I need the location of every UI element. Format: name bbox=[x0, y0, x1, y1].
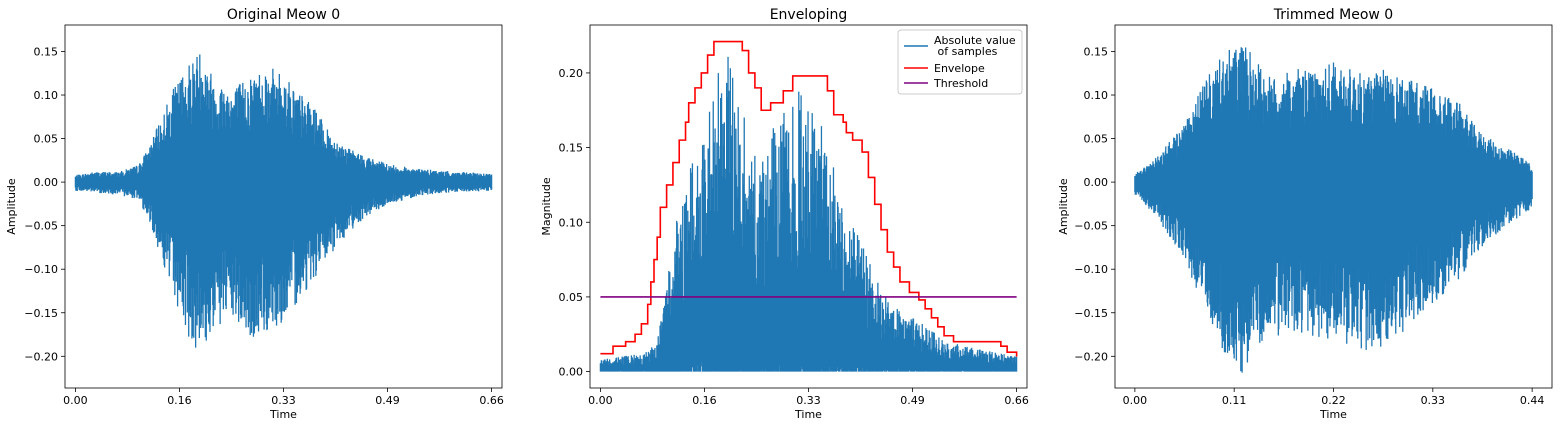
legend-label-envelope: Envelope bbox=[934, 62, 985, 75]
trimmed-meow-panel: Trimmed Meow 0 Time Amplitude 0.00 0.11 0.… bbox=[1057, 7, 1553, 421]
envelope-line bbox=[600, 40, 1018, 357]
x-tick-label: 0.33 bbox=[796, 394, 821, 407]
y-tick-label: 0.05 bbox=[34, 133, 59, 146]
x-tick-label: 0.44 bbox=[1520, 394, 1545, 407]
y-tick-label: 0.00 bbox=[34, 176, 59, 189]
y-tick-label: −0.15 bbox=[24, 307, 58, 320]
x-tick-label: 0.16 bbox=[167, 394, 192, 407]
x-tick-label: 0.22 bbox=[1321, 394, 1346, 407]
y-tick-label: 0.00 bbox=[1084, 176, 1109, 189]
y-tick-label: −0.10 bbox=[24, 263, 58, 276]
y-tick-label: 0.15 bbox=[559, 142, 584, 155]
waveform-series bbox=[1134, 47, 1533, 373]
y-tick-label: −0.10 bbox=[1074, 263, 1108, 276]
y-axis-label: Amplitude bbox=[5, 178, 18, 235]
plot-area bbox=[599, 40, 1018, 372]
legend-label-threshold: Threshold bbox=[933, 77, 988, 90]
x-tick-label: 0.49 bbox=[900, 394, 925, 407]
chart-title: Original Meow 0 bbox=[227, 7, 340, 23]
y-tick-label: −0.20 bbox=[1074, 350, 1108, 363]
x-tick-label: 0.00 bbox=[1123, 394, 1148, 407]
legend-label-samples-line2: of samples bbox=[934, 45, 998, 58]
x-tick-label: 0.16 bbox=[692, 394, 717, 407]
y-tick-label: 0.20 bbox=[559, 67, 584, 80]
x-axis-label: Time bbox=[794, 408, 822, 421]
plot-area bbox=[1134, 47, 1533, 373]
y-tick-label: −0.20 bbox=[24, 350, 58, 363]
legend: Absolute value of samples Envelope Thres… bbox=[897, 29, 1023, 95]
x-tick-label: 0.11 bbox=[1222, 394, 1247, 407]
y-tick-label: 0.05 bbox=[559, 291, 584, 304]
y-axis-label: Amplitude bbox=[1057, 178, 1070, 235]
x-tick-label: 0.66 bbox=[1004, 394, 1029, 407]
y-tick-label: 0.10 bbox=[34, 89, 59, 102]
enveloping-panel: Enveloping Time Magnitude Absolute value… bbox=[540, 7, 1029, 421]
legend-box bbox=[897, 29, 1023, 95]
legend-label-samples-line1: Absolute value bbox=[934, 34, 1016, 47]
y-tick-label: 0.10 bbox=[1084, 89, 1109, 102]
y-tick-label: −0.15 bbox=[1074, 307, 1108, 320]
y-axis-label: Magnitude bbox=[540, 177, 553, 236]
x-tick-label: 0.33 bbox=[1421, 394, 1446, 407]
x-axis-label: Time bbox=[269, 408, 297, 421]
x-tick-label: 0.49 bbox=[375, 394, 400, 407]
y-tick-label: −0.05 bbox=[24, 220, 58, 233]
chart-title: Enveloping bbox=[770, 7, 848, 23]
plot-area bbox=[74, 54, 493, 348]
original-meow-panel: Original Meow 0 Time Amplitude 0.00 0.16 0… bbox=[5, 7, 504, 421]
x-tick-label: 0.00 bbox=[63, 394, 88, 407]
y-tick-label: −0.05 bbox=[1074, 220, 1108, 233]
x-tick-label: 0.00 bbox=[588, 394, 613, 407]
y-tick-label: 0.00 bbox=[559, 366, 584, 379]
x-tick-label: 0.66 bbox=[479, 394, 504, 407]
chart-title: Trimmed Meow 0 bbox=[1273, 7, 1393, 23]
x-tick-label: 0.33 bbox=[271, 394, 296, 407]
waveform-series bbox=[74, 54, 493, 348]
y-tick-label: 0.10 bbox=[559, 216, 584, 229]
waveform-series bbox=[599, 56, 1018, 372]
y-tick-label: 0.15 bbox=[1084, 45, 1109, 58]
x-axis-label: Time bbox=[1319, 408, 1347, 421]
y-tick-label: 0.15 bbox=[34, 45, 59, 58]
y-tick-label: 0.05 bbox=[1084, 133, 1109, 146]
